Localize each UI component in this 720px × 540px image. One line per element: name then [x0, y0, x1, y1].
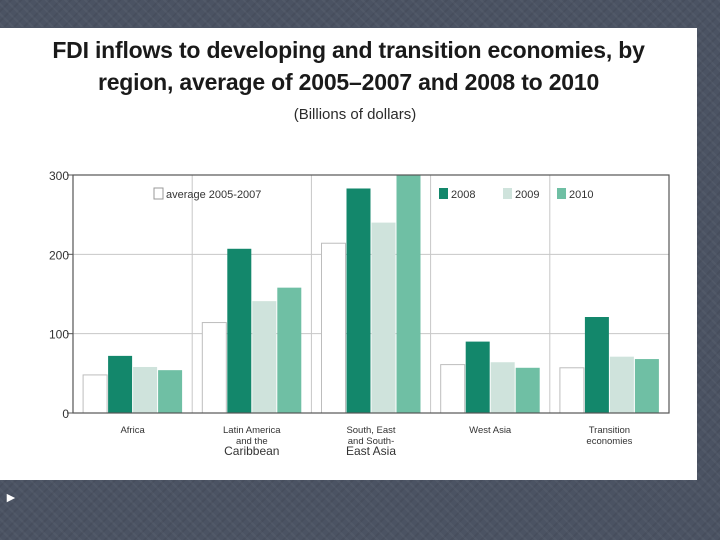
bar-2010-4	[634, 359, 659, 413]
bar-2010-2	[396, 175, 421, 413]
bar-2008-0	[108, 355, 133, 413]
x-category-label-2-line-1: and South-	[348, 436, 394, 447]
x-category-label-1-line-1: and the	[236, 436, 268, 447]
bar-2009-4	[609, 356, 634, 413]
slide-panel: FDI inflows to developing and transition…	[0, 28, 697, 480]
y-tick-label-300: 300	[49, 169, 69, 183]
bar-average-2005-2007-0	[82, 374, 108, 414]
bar-2008-2	[346, 188, 371, 413]
x-category-label-1-line-2: Caribbean	[224, 444, 279, 458]
legend-label-2008: 2008	[451, 189, 475, 201]
plot-frame	[72, 174, 670, 414]
legend-label-2010: 2010	[569, 189, 593, 201]
bar-average-2005-2007-3	[440, 364, 466, 414]
x-category-label-2-line-0: South, East	[346, 425, 395, 436]
legend-label-average: average 2005-2007	[166, 189, 261, 201]
x-category-label-4-line-1: economies	[586, 436, 632, 447]
y-tick-label-100: 100	[49, 328, 69, 342]
legend-label-2009: 2009	[515, 189, 539, 201]
chart-title-line-1: FDI inflows to developing and transition…	[52, 37, 645, 63]
x-category-label-1-line-0: Latin America	[223, 425, 281, 436]
bar-2008-3	[465, 341, 490, 413]
y-tick-label-0: 0	[62, 407, 69, 421]
chart-subtitle: (Billions of dollars)	[293, 106, 417, 123]
bullet-1-icon: ►	[4, 489, 18, 505]
chart-title-line-2: region, average of 2005–2007 and 2008 to…	[97, 69, 600, 95]
x-category-label-4-line-0: Transition	[589, 425, 630, 436]
x-category-label-2-line-2: East Asia	[346, 444, 396, 458]
bar-average-2005-2007-4	[559, 367, 585, 414]
bar-2009-2	[371, 222, 396, 413]
legend-swatch-2008	[439, 188, 448, 199]
y-tick-label-200: 200	[49, 248, 69, 262]
legend-swatch-2010	[557, 188, 566, 199]
bar-average-2005-2007-2	[321, 242, 346, 414]
legend-swatch-2009	[503, 188, 512, 199]
bar-2009-1	[252, 301, 277, 413]
bar-average-2005-2007-1	[201, 322, 227, 414]
x-category-label-3-line-0: West Asia	[469, 425, 512, 436]
legend-swatch-average	[153, 187, 164, 200]
chart-title: FDI inflows to developing and transition…	[0, 34, 697, 98]
bar-2009-0	[133, 366, 158, 413]
bar-2008-4	[584, 317, 609, 413]
bar-2008-1	[227, 248, 252, 413]
bar-2010-0	[158, 370, 183, 413]
bar-2009-3	[490, 362, 515, 413]
bar-2010-3	[515, 367, 540, 413]
bar-2010-1	[277, 287, 302, 413]
x-category-label-0-line-0: Africa	[120, 425, 145, 436]
